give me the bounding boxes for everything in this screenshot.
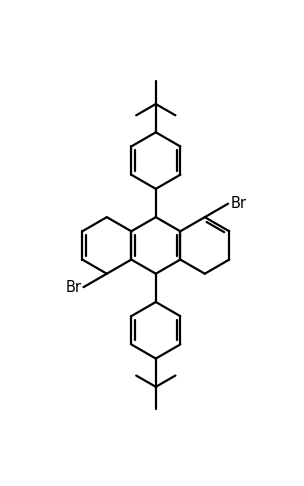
Text: Br: Br — [65, 279, 81, 295]
Text: Br: Br — [230, 196, 247, 211]
